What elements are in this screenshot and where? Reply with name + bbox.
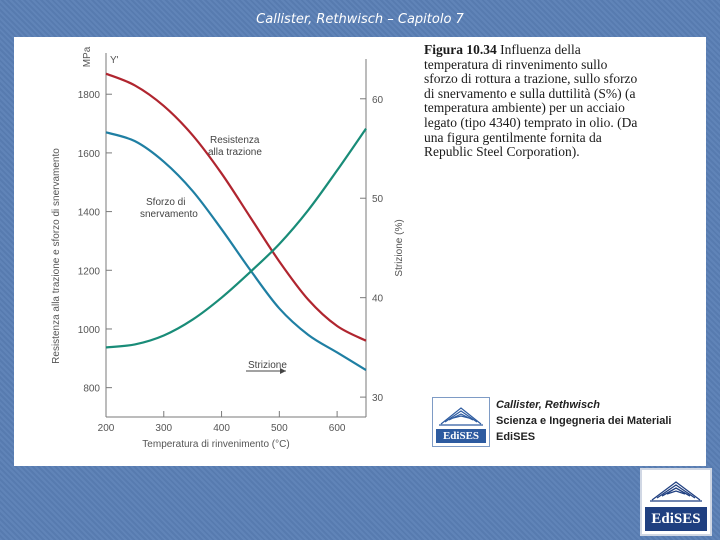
slide-title: Callister, Rethwisch – Capitolo 7 <box>256 12 464 27</box>
chart-svg: 200 300 400 500 600 800 1000 1200 1400 1600 1800 30… <box>51 46 405 450</box>
label-tensile-2: alla trazione <box>208 147 262 158</box>
y-right-tick-label: 30 <box>372 393 384 404</box>
x-tick-label: 500 <box>271 423 288 434</box>
y-left-tick-label: 1400 <box>78 208 101 219</box>
series-line-1 <box>105 131 367 371</box>
chart-series <box>105 72 367 371</box>
publisher-logo-text: EdiSES <box>436 429 486 443</box>
x-axis-title: Temperatura di rinvenimento (°C) <box>142 439 289 450</box>
strizione-pointer-arrow <box>280 368 286 374</box>
y-left-tick-label: 1800 <box>78 90 101 101</box>
x-tick-label: 400 <box>213 423 230 434</box>
series-line-0 <box>105 72 367 342</box>
book-stack-icon <box>439 407 483 426</box>
y-left-tick-label: 1200 <box>78 266 101 277</box>
x-tick-label: 600 <box>329 423 346 434</box>
y-left-tick-label: 1600 <box>78 149 101 160</box>
figure-caption: Figura 10.34 Influenza della temperatura… <box>424 42 639 160</box>
figure-panel: 200 300 400 500 600 800 1000 1200 1400 1600 1800 30… <box>14 37 706 466</box>
publisher-block: EdiSES Callister, Rethwisch Scienza e In… <box>432 395 702 450</box>
publisher-authors: Callister, Rethwisch <box>496 399 600 411</box>
chart-ticks: 200 300 400 500 600 800 1000 1200 1400 1600 1800 30… <box>51 46 405 450</box>
y-left-tick-label: 800 <box>83 384 100 395</box>
y-right-tick-label: 60 <box>372 95 384 106</box>
label-strizione: Strizione <box>248 360 287 371</box>
publisher-logo: EdiSES <box>432 397 490 447</box>
chart-axes <box>105 53 367 418</box>
corner-logo: EdiSES <box>640 468 712 536</box>
book-stack-icon <box>650 481 702 502</box>
publisher-name: EdiSES <box>496 431 536 443</box>
caption-text: Influenza della temperatura di rinvenime… <box>424 42 638 160</box>
label-yield-1: Sforzo di <box>146 197 185 208</box>
publisher-book-title: Scienza e Ingegneria dei Materiali <box>496 415 672 427</box>
y-axis-right-title: Strizione (%) <box>394 219 405 276</box>
y-left-tick-label: 1000 <box>78 325 101 336</box>
label-tensile-1: Resistenza <box>210 135 260 146</box>
y-axis-left-unit: MPa <box>82 46 93 67</box>
caption-label: Figura 10.34 <box>424 42 497 57</box>
x-tick-label: 200 <box>98 423 115 434</box>
y-axis-top-label: Y' <box>110 55 119 66</box>
y-right-tick-label: 40 <box>372 294 384 305</box>
corner-logo-text: EdiSES <box>645 507 707 531</box>
y-axis-left-title: Resistenza alla trazione e sforzo di sne… <box>51 148 62 364</box>
label-yield-2: snervamento <box>140 209 198 220</box>
y-right-tick-label: 50 <box>372 194 384 205</box>
x-tick-label: 300 <box>155 423 172 434</box>
series-line-2 <box>105 127 367 349</box>
